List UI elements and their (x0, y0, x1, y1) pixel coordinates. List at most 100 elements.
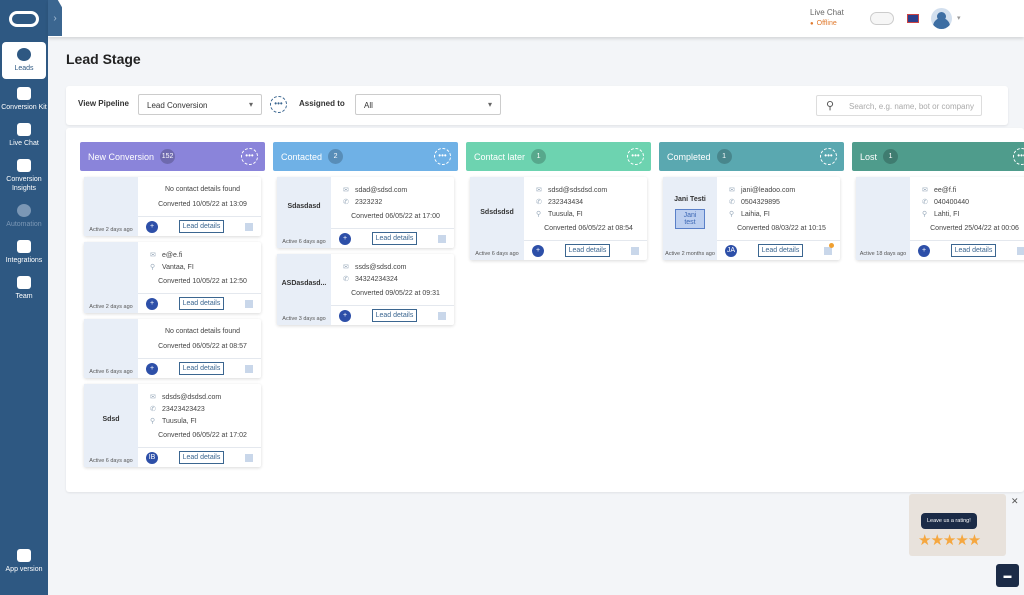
sidebar-item-label: Conversion Insights (6, 176, 42, 192)
column-count-badge: 1 (716, 149, 732, 164)
lead-card[interactable]: Active 6 days ago No contact details fou… (84, 319, 261, 378)
app-version-label: App version (5, 566, 43, 573)
assign-avatar[interactable]: JA (725, 244, 737, 257)
lead-details-button[interactable]: Lead details (757, 244, 804, 257)
pipeline-options-icon[interactable]: ••• (270, 96, 287, 113)
contact-email: sdsd@sdsdsd.com (548, 187, 608, 194)
assigned-select[interactable]: All (355, 94, 501, 115)
sidebar-item-leads[interactable]: Leads (2, 42, 46, 79)
sidebar-item-conversion-kit[interactable]: Conversion Kit (0, 83, 48, 116)
sidebar-item-team[interactable]: Team (0, 272, 48, 305)
lead-card[interactable]: Active 2 days ago No contact details fou… (84, 177, 261, 236)
live-chat-status: Live Chat Offline (810, 8, 844, 27)
app-version-button[interactable]: App version (0, 545, 48, 578)
lead-card[interactable]: ASDasdasd... Active 3 days ago ✉ ssds@sds… (277, 254, 454, 325)
rating-widget[interactable]: Leave us a rating! ★★★★★ (909, 494, 1006, 556)
note-icon[interactable] (244, 299, 253, 308)
leadoo-logo[interactable] (0, 0, 48, 38)
note-icon[interactable] (437, 311, 446, 320)
sidebar-item-integrations[interactable]: Integrations (0, 236, 48, 269)
lead-details-button[interactable]: Lead details (371, 309, 418, 322)
sidebar-item-live-chat[interactable]: Live Chat (0, 119, 48, 152)
email-icon: ✉ (343, 264, 349, 271)
column-title: Contacted (281, 151, 323, 162)
live-chat-toggle[interactable] (870, 12, 894, 25)
lead-card[interactable]: Sdsdsdsd Active 6 days ago ✉ sdsd@sdsdsd.… (470, 177, 647, 260)
assign-avatar[interactable]: + (146, 220, 158, 233)
assign-avatar[interactable]: + (532, 244, 544, 257)
search-input[interactable]: ⚲ Search, e.g. name, bot or company (816, 95, 982, 116)
user-avatar[interactable] (931, 8, 952, 29)
last-active: Active 6 days ago (475, 251, 519, 257)
phone-icon: ✆ (536, 199, 542, 206)
sidebar-item-label: Automation (6, 221, 42, 228)
note-icon[interactable] (244, 222, 253, 231)
lead-summary: Jani Testi Jani test Active 2 months ago (663, 177, 717, 260)
note-icon[interactable] (437, 234, 446, 243)
lead-tag[interactable]: Jani test (675, 209, 705, 229)
lead-details-button[interactable]: Lead details (178, 451, 225, 464)
sidebar-item-conversion-insights[interactable]: Conversion Insights (0, 155, 48, 197)
converted-date: Converted 09/05/22 at 09:31 (351, 290, 440, 297)
lead-details-button[interactable]: Lead details (178, 297, 225, 310)
contact-phone: 040400440 (934, 199, 970, 206)
lead-details-button[interactable]: Lead details (950, 244, 997, 257)
chevron-down-icon[interactable]: ▾ (957, 15, 961, 22)
lead-card[interactable]: Active 2 days ago ✉ e@e.fi ⚲ Vantaa, FI Con… (84, 242, 261, 313)
status-offline: Offline (810, 20, 844, 27)
note-icon[interactable] (823, 242, 834, 255)
rating-stars[interactable]: ★★★★★ (918, 532, 981, 549)
lead-card[interactable]: Active 18 days ago ✉ ee@f.fi ✆ 040400440 ⚲ La… (856, 177, 1024, 260)
chat-bubble-icon[interactable]: ▬ (996, 564, 1019, 587)
column-options-icon[interactable]: ••• (627, 148, 644, 165)
column-count-badge: 152 (160, 149, 176, 164)
lead-card[interactable]: Jani Testi Jani test Active 2 months ago… (663, 177, 840, 260)
note-icon[interactable] (244, 453, 253, 462)
lead-summary: Active 18 days ago (856, 177, 910, 260)
sidebar-toggle-chevron-icon[interactable]: › (48, 0, 62, 36)
search-icon: ⚲ (826, 100, 835, 112)
last-active: Active 2 months ago (665, 251, 715, 257)
sidebar-item-automation[interactable]: Automation (0, 200, 48, 233)
lead-summary: Sdsdsdsd Active 6 days ago (470, 177, 524, 260)
lead-details-button[interactable]: Lead details (178, 220, 225, 233)
note-icon[interactable] (244, 364, 253, 373)
column-count-badge: 2 (328, 149, 344, 164)
assign-avatar[interactable]: IB (146, 451, 158, 464)
top-bar (48, 0, 1024, 37)
column-count-badge: 1 (883, 149, 899, 164)
note-icon[interactable] (1016, 246, 1024, 255)
converted-date: Converted 08/03/22 at 10:15 (737, 225, 826, 232)
automation-icon (17, 204, 31, 217)
column-options-icon[interactable]: ••• (434, 148, 451, 165)
column-options-icon[interactable]: ••• (820, 148, 837, 165)
team-icon (17, 276, 31, 289)
lead-details-button[interactable]: Lead details (371, 232, 418, 245)
column-options-icon[interactable]: ••• (241, 148, 258, 165)
last-active: Active 18 days ago (859, 251, 907, 257)
lead-details-button[interactable]: Lead details (178, 362, 225, 375)
column-header: Completed 1 ••• (659, 142, 844, 171)
uk-flag-icon[interactable] (907, 14, 919, 23)
search-placeholder: Search, e.g. name, bot or company (849, 102, 974, 111)
assign-avatar[interactable]: + (146, 362, 158, 375)
lead-summary: Active 6 days ago (84, 319, 138, 378)
lead-card[interactable]: Sdsd Active 6 days ago ✉ sdsds@dsdsd.com ✆… (84, 384, 261, 467)
assign-avatar[interactable]: + (146, 297, 158, 310)
contact-email: sdad@sdsd.com (355, 187, 408, 194)
assign-avatar[interactable]: + (918, 244, 930, 257)
pipeline-select[interactable]: Lead Conversion (138, 94, 262, 115)
lead-card[interactable]: Sdasdasd Active 6 days ago ✉ sdad@sdsd.co… (277, 177, 454, 248)
close-icon[interactable]: ✕ (1011, 496, 1019, 506)
column-options-icon[interactable]: ••• (1013, 148, 1024, 165)
contact-location: Vantaa, FI (162, 264, 194, 271)
contact-location: Tuusula, FI (548, 211, 583, 218)
assign-avatar[interactable]: + (339, 232, 351, 245)
column-title: Completed (667, 151, 711, 162)
column-header: Contact later 1 ••• (466, 142, 651, 171)
sidebar-item-label: Conversion Kit (1, 104, 47, 111)
lead-details-button[interactable]: Lead details (564, 244, 611, 257)
assign-avatar[interactable]: + (339, 309, 351, 322)
view-pipeline-label: View Pipeline (78, 99, 129, 108)
note-icon[interactable] (630, 246, 639, 255)
